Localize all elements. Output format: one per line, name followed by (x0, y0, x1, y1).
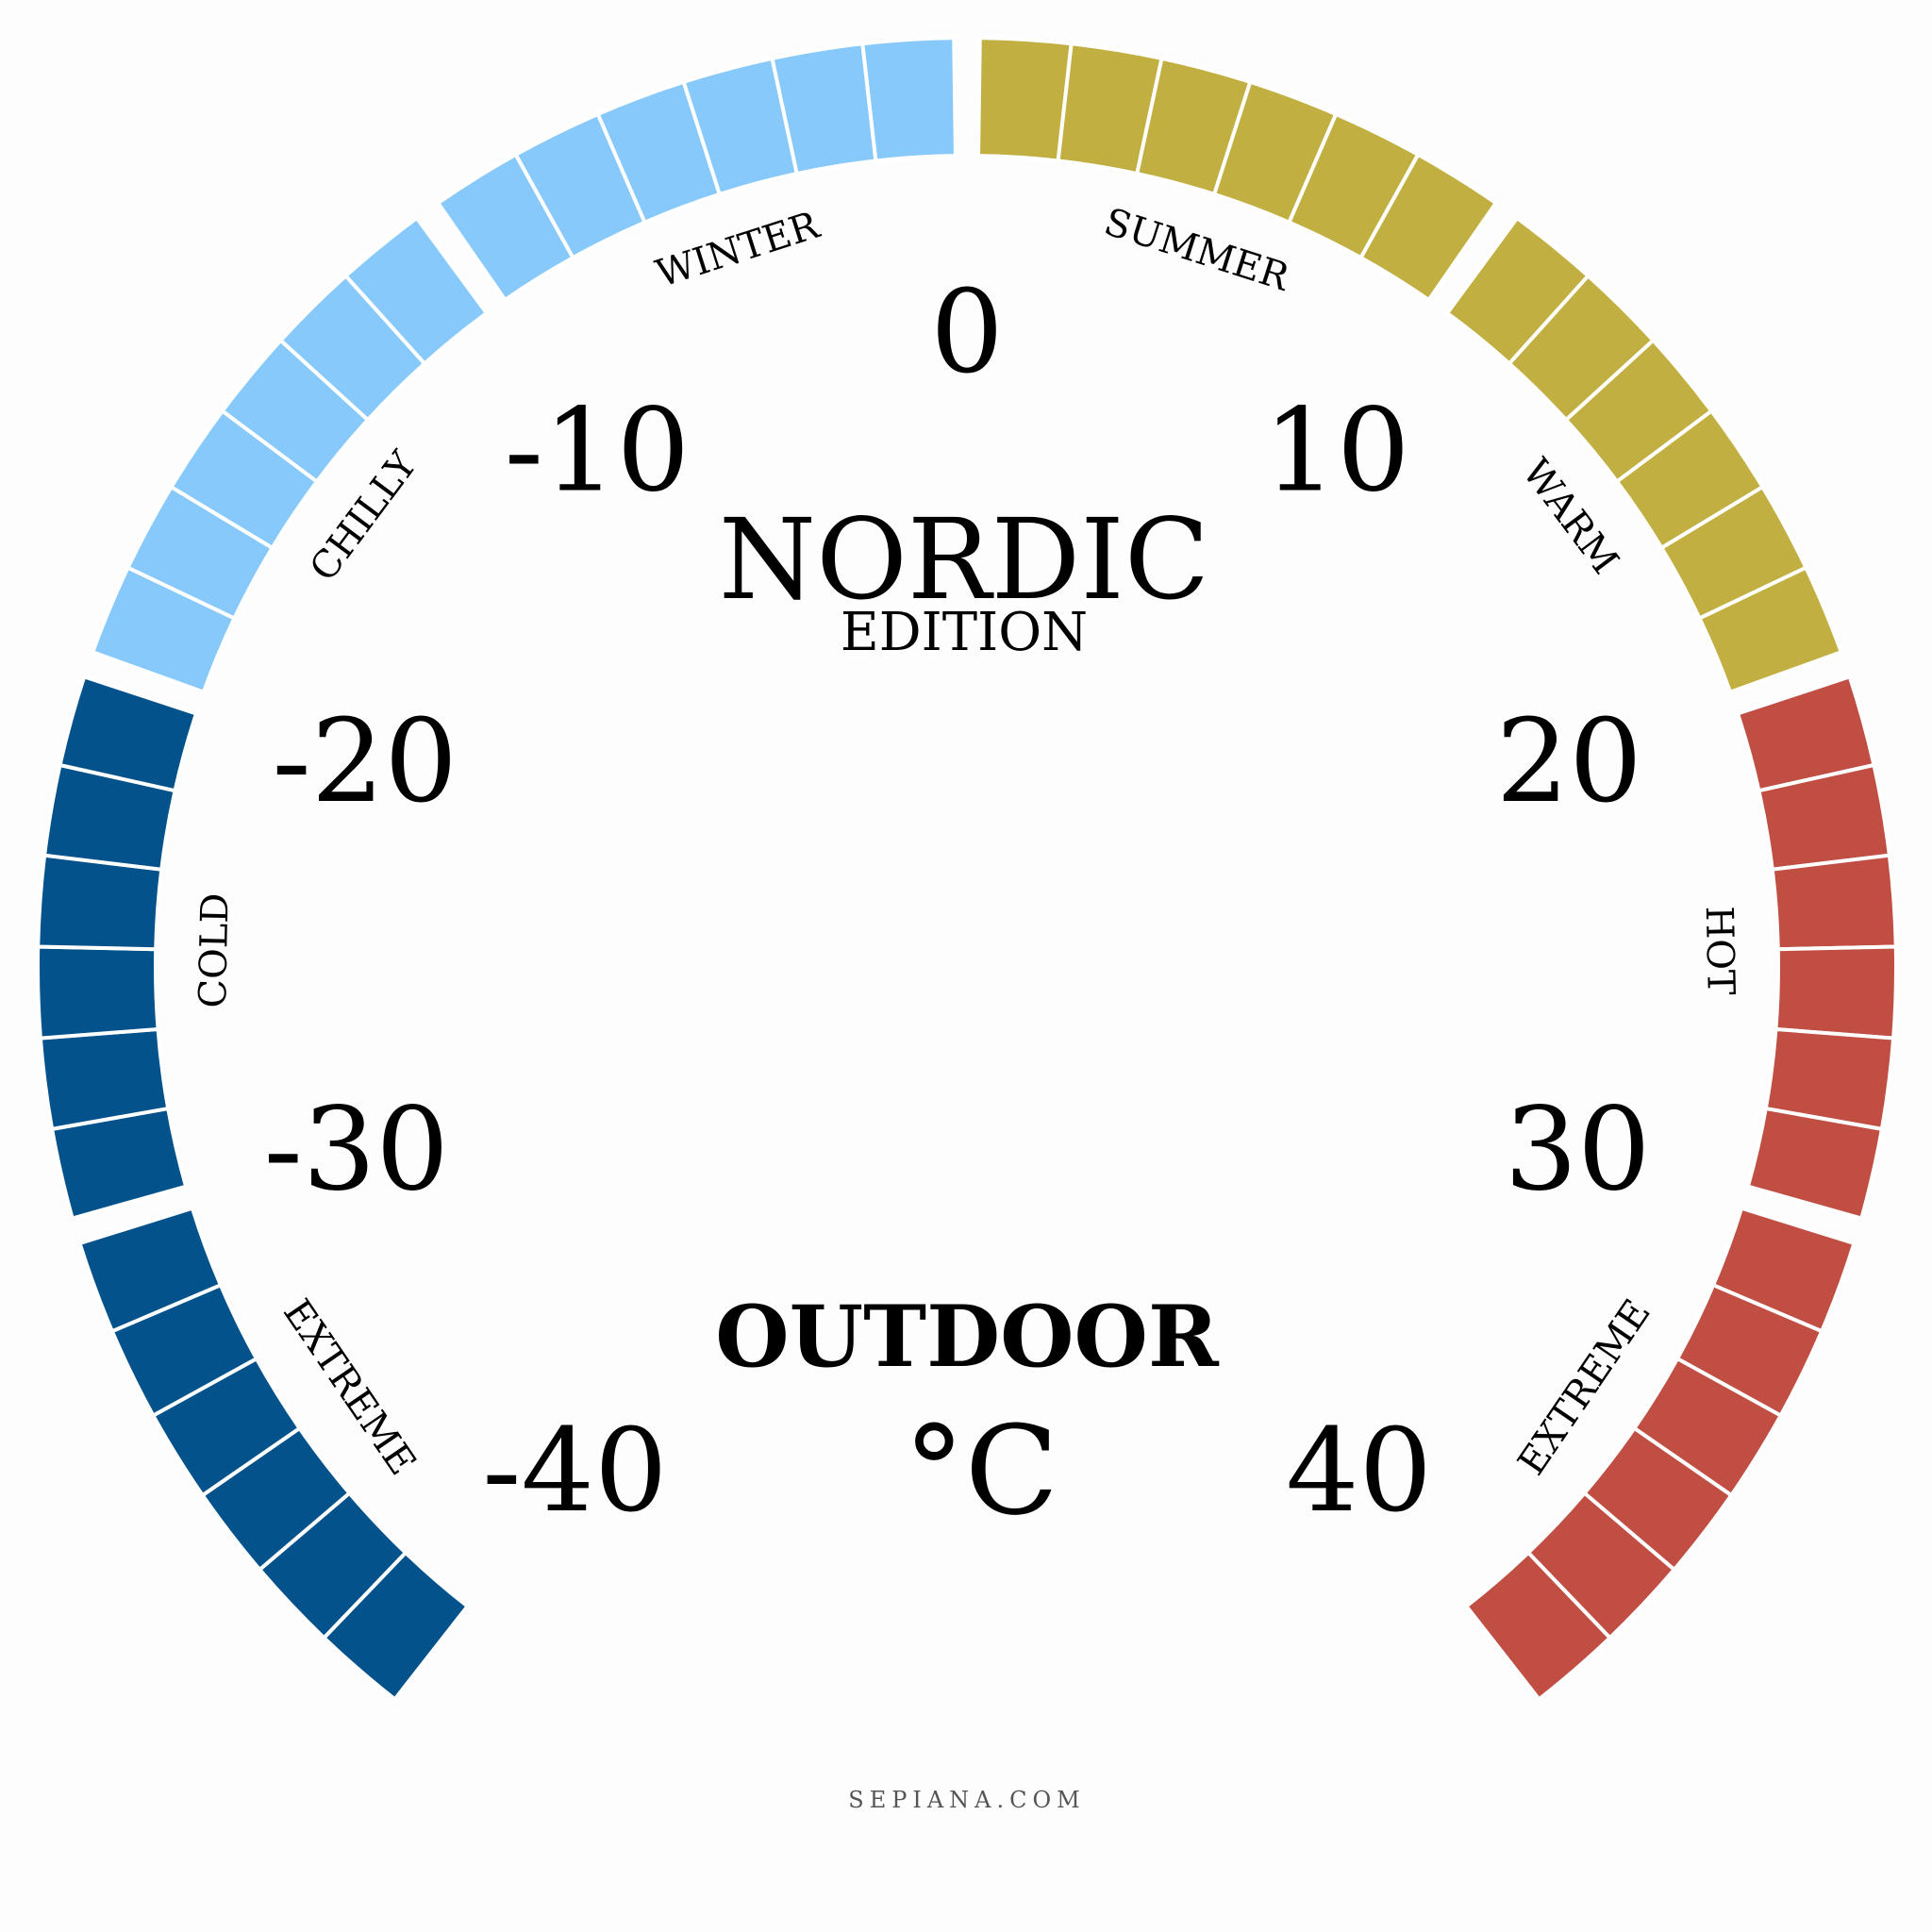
tick-label-0: 0 (930, 265, 1004, 399)
footer-brand: SEPIANA.COM (848, 1787, 1086, 1813)
tick-label-20: 20 (1496, 694, 1642, 828)
dial-segment-chilly-6 (342, 215, 490, 367)
tick-label-30: 30 (1505, 1083, 1651, 1217)
tick-labels: -40 -30 -20 -10 0 10 20 30 40 (264, 265, 1651, 1538)
dial-subtitle: EDITION (841, 602, 1088, 663)
unit-label: °C (904, 1399, 1058, 1542)
dial-segment-hot-3 (1770, 853, 1898, 952)
tick-label-minus-30: -30 (264, 1083, 449, 1217)
dial-segment-cold-6 (58, 674, 199, 793)
dial-segment-extreme-hot-6 (1463, 1550, 1613, 1702)
zone-label-hot: HOT (1697, 906, 1742, 996)
tick-label-40: 40 (1286, 1404, 1432, 1538)
dial-type-label: OUTDOOR (715, 1287, 1220, 1387)
dial-segment-warm-6 (1696, 565, 1844, 695)
dial-segment-summer-6 (1357, 152, 1499, 303)
dial-segment-hot-4 (1774, 944, 1898, 1041)
dial-segment-hot-6 (1745, 1106, 1885, 1221)
tick-label-10: 10 (1263, 383, 1409, 517)
tick-label-minus-20: -20 (273, 694, 458, 828)
dial-segment-summer-1 (976, 36, 1074, 163)
dial-title: NORDIC (719, 494, 1209, 625)
dial-segment-winter-6 (860, 36, 958, 163)
tick-label-minus-10: -10 (505, 383, 690, 517)
dial-segment-extreme-cold-6 (77, 1206, 224, 1334)
dial-segment-cold-3 (36, 944, 160, 1041)
dial-segment-cold-4 (36, 853, 164, 952)
zone-label-cold: COLD (192, 892, 238, 1008)
tick-label-minus-40: -40 (482, 1404, 667, 1538)
dial-segments (36, 36, 1898, 1702)
